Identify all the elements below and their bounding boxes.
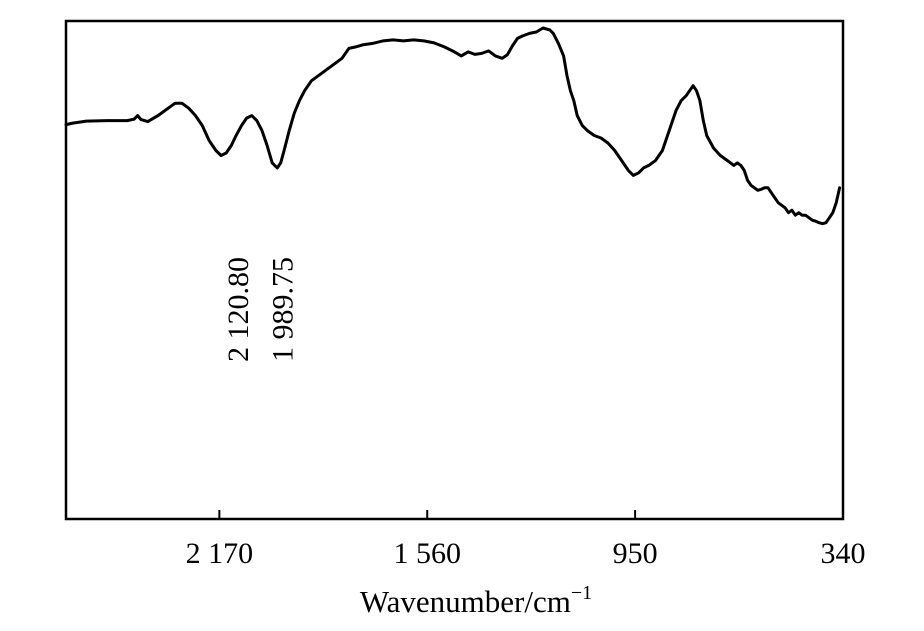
peak-annotation-0: 2 120.80 [222, 257, 255, 362]
spectrum-line [64, 26, 842, 226]
peak-annotation-1: 1 989.75 [267, 257, 300, 362]
x-axis-label-main: Wavenumber/cm [360, 584, 571, 619]
x-axis-label-superscript: −1 [571, 582, 592, 604]
x-tick-label-2: 950 [613, 537, 658, 570]
x-tick-label-1: 1 560 [393, 537, 461, 570]
x-axis-label: Wavenumber/cm−1 [360, 582, 592, 619]
x-tick-label-3: 340 [821, 537, 866, 570]
x-axis-tick-labels: 2 170 1 560 950 340 [186, 537, 866, 570]
peak-annotations: 2 120.80 1 989.75 [222, 257, 300, 362]
x-tick-label-0: 2 170 [186, 537, 254, 570]
plot-frame [64, 19, 845, 521]
x-axis-ticks [218, 510, 844, 519]
